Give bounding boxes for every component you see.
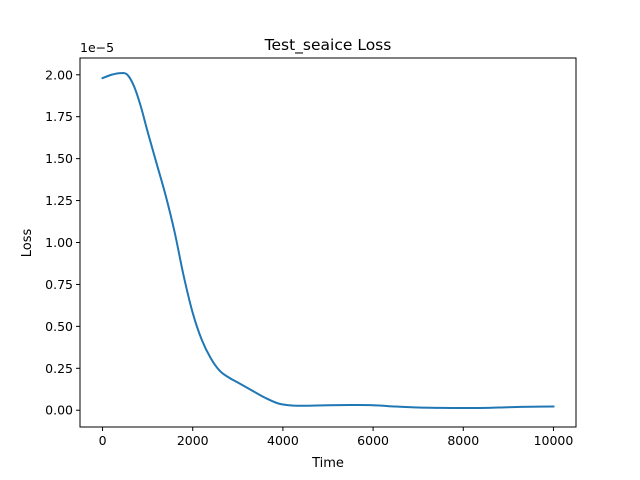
y-tick-label: 1.25 (45, 193, 73, 208)
y-tick-label: 1.75 (45, 109, 73, 124)
chart-title: Test_seaice Loss (264, 36, 392, 55)
plot-area (80, 58, 576, 427)
y-tick-label: 0.75 (45, 277, 73, 292)
x-tick-label: 6000 (357, 433, 389, 448)
y-tick-label: 0.25 (45, 361, 73, 376)
y-offset-label: 1e−5 (80, 40, 114, 55)
x-tick-label: 0 (99, 433, 107, 448)
x-axis-label: Time (311, 456, 344, 471)
x-tick-label: 2000 (177, 433, 209, 448)
x-tick-label: 8000 (447, 433, 479, 448)
y-tick-label: 1.50 (45, 151, 73, 166)
series-line-0 (101, 72, 555, 410)
y-axis-ticks: 0.00 0.25 0.50 0.75 1.00 1.25 1.50 1.75 2.00 (45, 67, 80, 418)
y-tick-label: 0.00 (45, 403, 73, 418)
y-tick-label: 0.50 (45, 319, 73, 334)
y-tick-label: 2.00 (45, 67, 73, 82)
y-tick-label: 1.00 (45, 235, 73, 250)
y-axis-label: Loss (20, 229, 35, 258)
x-tick-label: 4000 (267, 433, 299, 448)
series-layer (101, 72, 555, 410)
x-tick-label: 10000 (534, 433, 574, 448)
x-axis-ticks: 0 2000 4000 6000 8000 10000 (99, 427, 574, 448)
